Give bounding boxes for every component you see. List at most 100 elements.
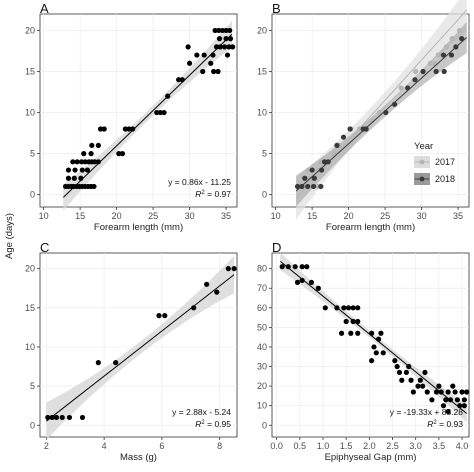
y-tick-label: 5	[262, 149, 267, 159]
data-point	[373, 350, 379, 356]
data-point	[355, 330, 361, 336]
data-point	[406, 363, 412, 370]
x-tick-label: 4	[102, 441, 107, 451]
data-point-2017	[456, 27, 463, 34]
data-point	[91, 183, 97, 190]
panel-c: C 2 4 6 8 0 5 10 15 20 Mass (g) y = 2.88x - 5.24 R2 …	[25, 240, 238, 463]
x-tick-label: 35	[453, 211, 463, 221]
y-tick-label: 20	[25, 264, 35, 274]
data-point	[191, 305, 197, 311]
y-tick-label: 15	[25, 66, 35, 76]
data-point	[461, 403, 467, 409]
y-tick-label: 0	[30, 420, 35, 430]
data-point	[74, 159, 80, 165]
x-tick-label: 30	[185, 211, 195, 221]
regression-line	[46, 274, 235, 422]
data-point	[454, 397, 461, 403]
data-point	[130, 126, 136, 132]
data-point-2018	[448, 52, 455, 58]
panel-letter: D	[272, 240, 281, 255]
data-point	[433, 389, 440, 395]
y-tick-label: 10	[25, 108, 35, 118]
data-point	[299, 277, 305, 284]
data-point	[126, 126, 132, 132]
data-point	[452, 389, 458, 395]
data-point	[49, 414, 55, 421]
data-point	[223, 27, 229, 34]
data-point	[212, 27, 218, 34]
data-point	[436, 383, 442, 389]
regression-line	[280, 260, 467, 414]
x-tick-label: 25	[380, 211, 390, 221]
data-point	[279, 264, 285, 270]
data-point-2018	[309, 167, 315, 173]
x-tick-label: 30	[417, 211, 427, 221]
data-point-2017	[331, 151, 337, 157]
data-point	[443, 397, 449, 403]
data-point	[378, 330, 384, 336]
data-point	[396, 369, 403, 376]
data-point-2017	[443, 44, 449, 50]
data-point	[210, 52, 216, 58]
panel-d: D 0.0 0.5 1.0 1.5 2.0 2.5 3.0 3.5 4.0 0 10 20 30 40 50 6…	[257, 240, 470, 463]
data-point-2018	[305, 183, 311, 190]
data-point	[208, 60, 214, 66]
data-point	[457, 403, 463, 409]
y-tick-label: 50	[257, 322, 267, 332]
data-point-2018	[340, 134, 347, 140]
y-tick-label: 70	[257, 283, 267, 293]
shared-y-axis-label: Age (days)	[4, 213, 15, 259]
data-point	[380, 350, 386, 356]
y-tick-label: 10	[25, 342, 35, 352]
data-point-2018	[420, 68, 426, 75]
data-point	[157, 109, 163, 116]
data-point	[200, 68, 206, 75]
data-point	[447, 397, 454, 403]
data-point	[445, 389, 451, 395]
data-point	[194, 52, 200, 58]
data-point	[72, 167, 78, 173]
data-point	[217, 44, 223, 50]
data-point	[186, 60, 193, 66]
data-point	[429, 397, 435, 403]
data-point	[343, 318, 349, 325]
data-point-2018	[299, 183, 305, 190]
data-point-2017	[413, 68, 419, 75]
data-point	[185, 44, 191, 50]
y-tick-label: 10	[257, 401, 267, 411]
regression-equation: y = 2.88x - 5.24	[172, 407, 231, 417]
plot-frame	[39, 13, 238, 208]
data-point-2017	[427, 60, 433, 66]
x-tick-label: 35	[221, 211, 231, 221]
data-point	[315, 285, 321, 291]
y-tick-label: 0	[262, 420, 267, 430]
data-point	[84, 167, 91, 173]
x-tick-label: 15	[307, 211, 317, 221]
data-point-2018	[347, 126, 353, 132]
data-point	[204, 281, 210, 287]
data-point	[213, 44, 220, 50]
data-point	[355, 318, 361, 325]
data-point	[101, 126, 107, 132]
data-point	[119, 151, 126, 157]
data-point	[417, 377, 423, 383]
x-axis-title: Epiphyseal Gap (mm)	[325, 452, 417, 463]
x-tick-label: 2.0	[363, 441, 376, 451]
r-squared: R2 = 0.93	[427, 419, 463, 429]
x-tick-label: 6	[159, 441, 164, 451]
data-point	[161, 109, 167, 116]
data-point	[450, 383, 456, 389]
data-point	[422, 369, 428, 376]
x-tick-label: 3.5	[433, 441, 446, 451]
data-point	[394, 363, 400, 370]
data-point-2018	[405, 85, 411, 91]
data-point	[79, 167, 85, 173]
y-tick-label: 5	[30, 381, 35, 391]
data-point	[227, 36, 234, 42]
y-tick-label: 5	[30, 149, 35, 159]
legend-label-2017: 2017	[435, 157, 455, 167]
data-point	[350, 305, 356, 311]
data-point	[122, 126, 128, 132]
legend-title: Year	[414, 141, 433, 152]
